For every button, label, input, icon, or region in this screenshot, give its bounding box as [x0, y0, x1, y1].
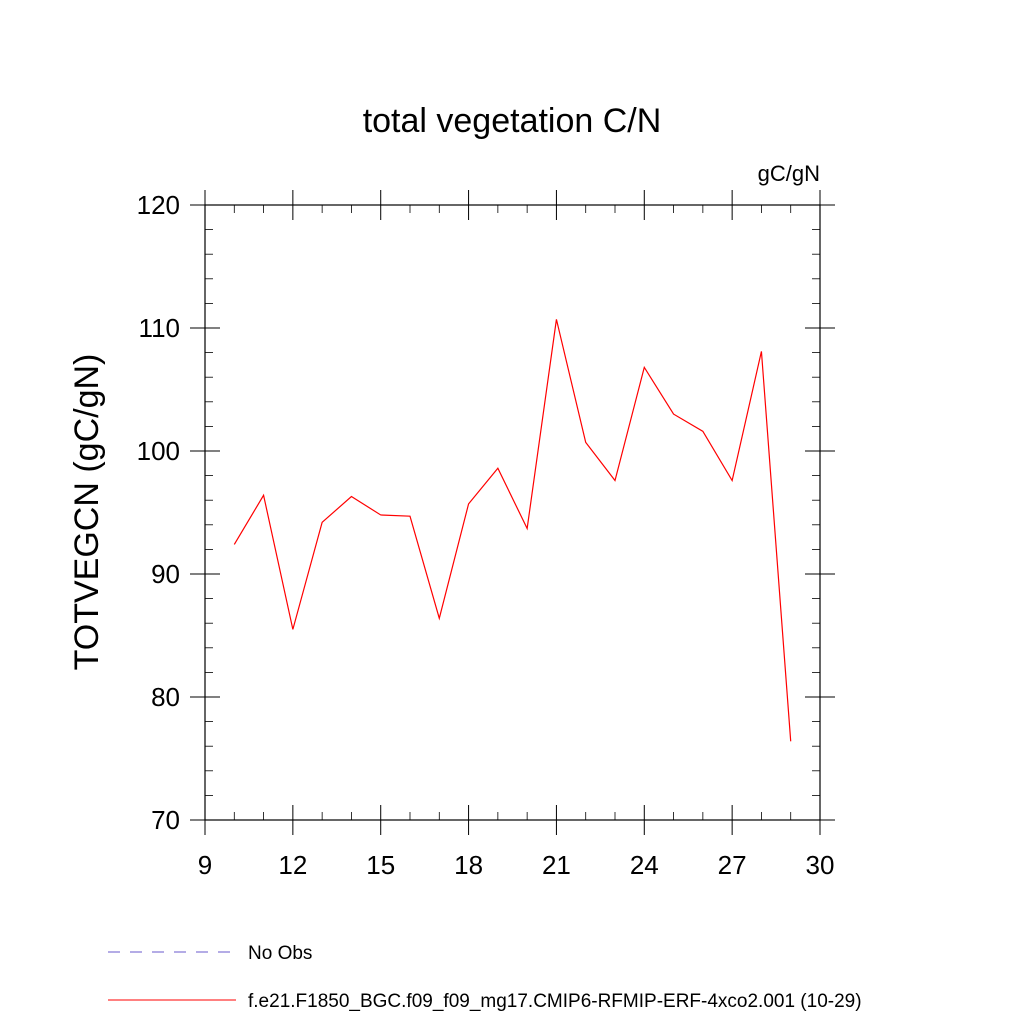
x-tick-label: 27: [718, 850, 747, 880]
data-point: [495, 466, 500, 471]
x-tick-label: 12: [278, 850, 307, 880]
legend: No Obs f.e21.F1850_BGC.f09_f09_mg17.CMIP6…: [108, 943, 862, 1012]
x-tick-label: 30: [806, 850, 835, 880]
data-point: [290, 627, 295, 632]
data-point: [613, 478, 618, 483]
data-point: [408, 514, 413, 519]
data-point: [583, 440, 588, 445]
data-point: [525, 526, 530, 531]
data-point: [261, 493, 266, 498]
data-point: [320, 520, 325, 525]
x-tick-label: 24: [630, 850, 659, 880]
units-label: gC/gN: [758, 161, 820, 186]
y-tick-label: 100: [137, 436, 180, 466]
y-tick-label: 90: [151, 559, 180, 589]
legend-label-1: f.e21.F1850_BGC.f09_f09_mg17.CMIP6-RFMIP…: [248, 991, 862, 1012]
x-tick-label: 18: [454, 850, 483, 880]
x-tick-label: 9: [198, 850, 212, 880]
series-layer: [232, 317, 793, 744]
data-point: [759, 349, 764, 354]
data-point: [437, 616, 442, 621]
y-tick-label: 80: [151, 682, 180, 712]
axis-ticks: 9 12 15 18 21 24 27 30 70 80 90 100 110 120: [137, 190, 835, 880]
y-tick-label: 70: [151, 805, 180, 835]
x-tick-label: 21: [542, 850, 571, 880]
y-tick-label: 110: [139, 313, 180, 343]
y-axis-title: TOTVEGCN (gC/gN): [68, 354, 106, 671]
data-point: [642, 365, 647, 370]
data-point: [788, 739, 793, 744]
data-point: [378, 512, 383, 517]
data-point: [232, 542, 237, 547]
data-point: [466, 501, 471, 506]
x-tick-label: 15: [366, 850, 395, 880]
series-line-1: [233, 319, 792, 742]
data-point: [554, 317, 559, 322]
data-point: [730, 478, 735, 483]
chart-title: total vegetation C/N: [363, 102, 662, 140]
data-point: [671, 412, 676, 417]
data-point: [700, 429, 705, 434]
legend-label-0: No Obs: [248, 943, 312, 964]
plot-frame: [204, 204, 821, 821]
data-point: [349, 494, 354, 499]
y-tick-label: 120: [137, 190, 180, 220]
